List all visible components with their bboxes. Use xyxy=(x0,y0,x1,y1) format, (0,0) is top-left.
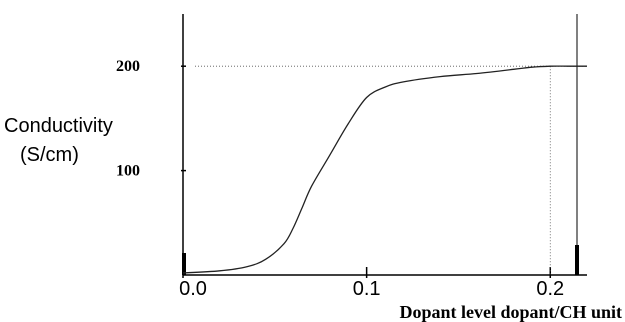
y-tick-label: 200 xyxy=(116,58,140,75)
x-tick-label: 0.1 xyxy=(353,278,381,300)
y-axis-label-line1: Conductivity xyxy=(4,115,113,137)
x-tick-label: 0.0 xyxy=(179,278,207,300)
x-axis-label: Dopant level dopant/CH unit xyxy=(399,302,622,322)
y-tick-label: 100 xyxy=(116,163,140,180)
y-axis-label-line2: (S/cm) xyxy=(20,144,79,166)
series-line xyxy=(182,65,587,274)
x-tick-label: 0.2 xyxy=(536,278,564,300)
